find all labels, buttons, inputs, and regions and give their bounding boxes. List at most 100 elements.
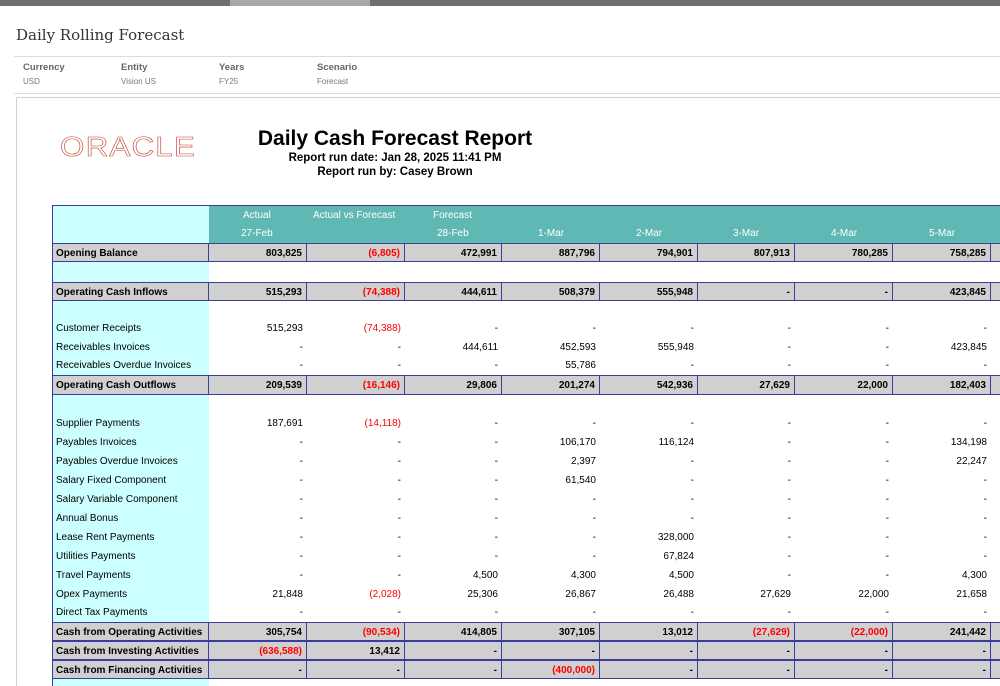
table-cell[interactable]: - xyxy=(983,418,987,429)
table-cell[interactable]: - xyxy=(397,494,401,505)
table-cell[interactable]: - xyxy=(787,532,791,543)
table-cell[interactable]: 305,754 xyxy=(209,623,307,640)
table-cell[interactable]: - xyxy=(494,513,498,524)
table-cell[interactable]: - xyxy=(397,551,401,562)
table-cell[interactable]: - xyxy=(795,642,893,659)
table-cell[interactable]: - xyxy=(299,342,303,353)
table-cell[interactable]: 555,948 xyxy=(657,342,694,353)
table-cell[interactable]: - xyxy=(494,494,498,505)
table-cell[interactable]: - xyxy=(404,642,502,659)
table-cell[interactable]: - xyxy=(299,513,303,524)
table-cell[interactable]: - xyxy=(690,418,694,429)
table-cell[interactable]: - xyxy=(885,532,889,543)
table-cell[interactable]: - xyxy=(787,513,791,524)
table-cell[interactable]: 4,500 xyxy=(472,570,498,581)
table-cell[interactable]: 515,293 xyxy=(209,283,307,300)
table-cell[interactable]: - xyxy=(885,360,889,371)
table-cell[interactable]: (14,118) xyxy=(364,418,401,429)
table-cell[interactable]: - xyxy=(209,661,307,678)
table-cell[interactable]: - xyxy=(494,532,498,543)
table-cell[interactable]: 106,170 xyxy=(559,437,596,448)
table-cell[interactable]: - xyxy=(885,437,889,448)
table-cell[interactable]: - xyxy=(885,456,889,467)
table-cell[interactable]: (74,388) xyxy=(363,323,401,334)
table-cell[interactable]: - xyxy=(397,570,401,581)
table-cell[interactable]: - xyxy=(795,283,893,300)
table-cell[interactable]: - xyxy=(494,456,498,467)
table-cell[interactable]: - xyxy=(404,661,502,678)
table-cell[interactable]: 21,658 xyxy=(956,589,987,600)
table-cell[interactable]: - xyxy=(885,551,889,562)
table-cell[interactable]: 444,611 xyxy=(462,342,498,353)
table-cell[interactable]: 21,848 xyxy=(272,589,303,600)
table-cell[interactable]: 4,500 xyxy=(668,570,694,581)
table-cell[interactable]: - xyxy=(885,475,889,486)
table-cell[interactable]: 182,403 xyxy=(893,376,991,394)
table-cell[interactable]: - xyxy=(299,570,303,581)
table-cell[interactable]: - xyxy=(690,360,694,371)
pov-entity[interactable]: Entity Vision US xyxy=(121,62,156,86)
table-cell[interactable]: - xyxy=(592,532,596,543)
table-cell[interactable]: 515,293 xyxy=(266,323,303,334)
table-cell[interactable]: - xyxy=(983,475,987,486)
table-cell[interactable]: (2,028) xyxy=(369,589,401,600)
table-cell[interactable]: - xyxy=(787,323,791,334)
table-cell[interactable]: - xyxy=(592,323,596,334)
table-cell[interactable]: 472,991 xyxy=(404,244,502,261)
table-cell[interactable]: - xyxy=(787,437,791,448)
table-cell[interactable]: 241,442 xyxy=(893,623,991,640)
table-cell[interactable]: 4,300 xyxy=(570,570,596,581)
table-cell[interactable]: - xyxy=(690,323,694,334)
table-cell[interactable]: - xyxy=(983,360,987,371)
table-cell[interactable]: - xyxy=(983,532,987,543)
table-cell[interactable]: - xyxy=(494,475,498,486)
table-cell[interactable]: - xyxy=(397,360,401,371)
table-cell[interactable]: - xyxy=(787,456,791,467)
table-cell[interactable]: 4,300 xyxy=(961,570,987,581)
table-cell[interactable]: 67,824 xyxy=(663,551,694,562)
table-cell[interactable]: - xyxy=(885,342,889,353)
table-cell[interactable]: - xyxy=(690,456,694,467)
table-cell[interactable]: (636,588) xyxy=(209,642,307,659)
table-cell[interactable]: - xyxy=(690,475,694,486)
table-cell[interactable]: 794,901 xyxy=(600,244,698,261)
table-cell[interactable]: - xyxy=(494,360,498,371)
table-cell[interactable]: - xyxy=(787,418,791,429)
table-cell[interactable]: 29,806 xyxy=(404,376,502,394)
table-cell[interactable]: - xyxy=(983,551,987,562)
table-cell[interactable]: - xyxy=(690,513,694,524)
table-cell[interactable]: 452,593 xyxy=(559,342,596,353)
table-cell[interactable]: (400,000) xyxy=(502,661,600,678)
table-cell[interactable]: - xyxy=(787,607,791,618)
table-cell[interactable]: - xyxy=(787,551,791,562)
table-cell[interactable]: 807,913 xyxy=(697,244,795,261)
table-cell[interactable]: 13,012 xyxy=(600,623,698,640)
table-cell[interactable]: - xyxy=(592,607,596,618)
table-cell[interactable]: - xyxy=(494,418,498,429)
table-cell[interactable]: - xyxy=(494,437,498,448)
table-cell[interactable]: 27,629 xyxy=(760,589,791,600)
table-cell[interactable]: - xyxy=(600,661,698,678)
table-cell[interactable]: 26,867 xyxy=(565,589,596,600)
table-cell[interactable]: (90,534) xyxy=(307,623,405,640)
table-cell[interactable]: 423,845 xyxy=(893,283,991,300)
table-cell[interactable]: - xyxy=(690,607,694,618)
table-cell[interactable]: - xyxy=(397,342,401,353)
table-cell[interactable]: 2,397 xyxy=(570,456,596,467)
table-cell[interactable]: - xyxy=(795,661,893,678)
table-cell[interactable]: - xyxy=(885,607,889,618)
table-cell[interactable]: - xyxy=(787,360,791,371)
table-cell[interactable]: (6,805) xyxy=(307,244,405,261)
table-cell[interactable]: 444,611 xyxy=(404,283,502,300)
table-cell[interactable]: 201,274 xyxy=(502,376,600,394)
table-cell[interactable]: 803,825 xyxy=(209,244,307,261)
table-cell[interactable]: - xyxy=(697,642,795,659)
table-cell[interactable]: 61,540 xyxy=(565,475,596,486)
table-cell[interactable]: (27,629) xyxy=(697,623,795,640)
table-cell[interactable]: - xyxy=(299,551,303,562)
table-cell[interactable]: - xyxy=(787,475,791,486)
table-cell[interactable]: - xyxy=(494,551,498,562)
table-cell[interactable]: 27,629 xyxy=(697,376,795,394)
table-cell[interactable]: 25,306 xyxy=(467,589,498,600)
table-cell[interactable]: - xyxy=(885,418,889,429)
